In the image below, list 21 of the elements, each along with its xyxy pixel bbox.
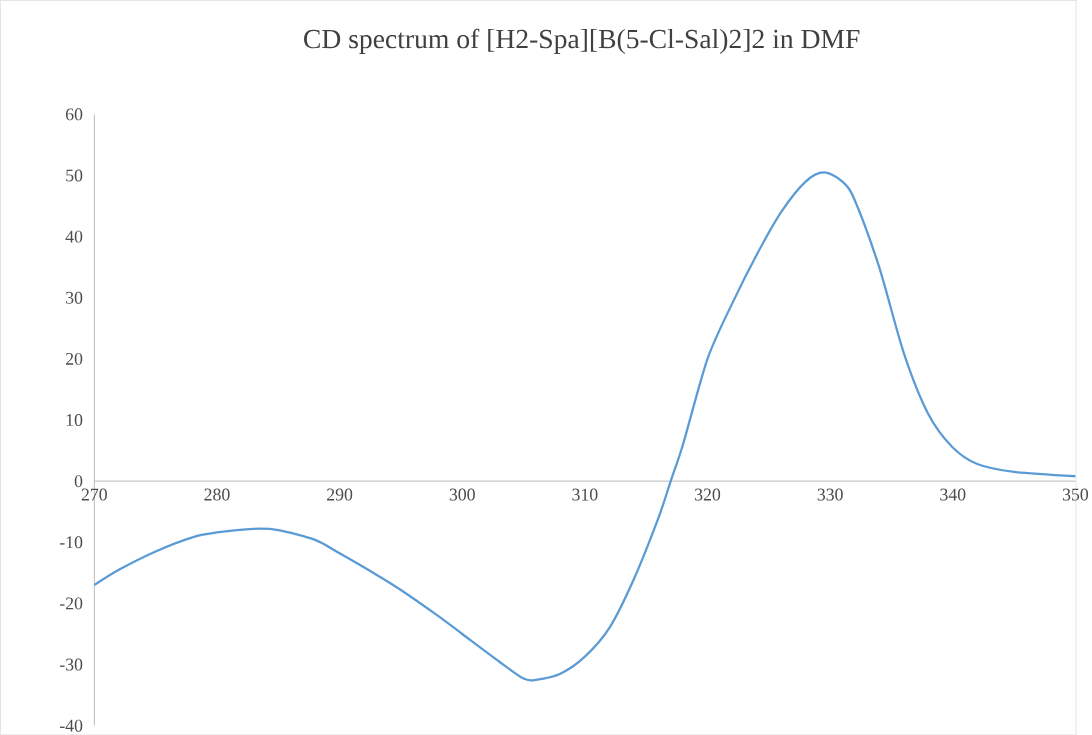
x-tick-label: 350 bbox=[1062, 488, 1089, 501]
x-tick-label: 290 bbox=[327, 488, 353, 501]
y-tick-label: 20 bbox=[65, 352, 83, 365]
x-tick-label: 310 bbox=[572, 488, 598, 501]
chart-title: CD spectrum of [H2-Spa][B(5-Cl-Sal)2]2 in DMF bbox=[304, 28, 860, 54]
y-tick-label: 50 bbox=[66, 169, 83, 182]
x-tick-label: 320 bbox=[695, 488, 721, 501]
y-tick-label: -40 bbox=[59, 719, 83, 732]
y-tick-label: 60 bbox=[65, 108, 83, 121]
y-tick-label: 30 bbox=[66, 291, 83, 304]
x-tick-label: 280 bbox=[204, 488, 230, 501]
x-tick-label: 340 bbox=[940, 488, 966, 501]
x-tick-label: 300 bbox=[449, 488, 475, 501]
y-tick-label: 0 bbox=[74, 474, 83, 487]
y-tick-label: 40 bbox=[65, 230, 83, 243]
y-tick-label: -30 bbox=[59, 658, 83, 671]
x-tick-label: 270 bbox=[81, 488, 107, 501]
y-tick-label: -10 bbox=[59, 536, 83, 549]
x-tick-label: 330 bbox=[817, 488, 843, 501]
y-tick-label: 10 bbox=[66, 413, 83, 426]
y-tick-label: -20 bbox=[59, 597, 83, 610]
